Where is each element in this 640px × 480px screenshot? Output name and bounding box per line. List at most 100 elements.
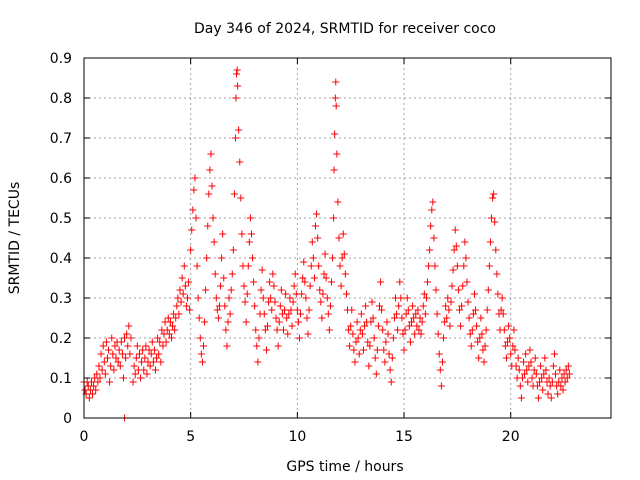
data-point (110, 366, 118, 374)
data-point (470, 290, 478, 298)
data-point (142, 342, 150, 350)
data-point (331, 94, 339, 102)
data-point (502, 354, 510, 362)
data-point (442, 302, 450, 310)
data-point (347, 322, 355, 330)
data-point (242, 318, 250, 326)
data-point (210, 238, 218, 246)
data-point (238, 230, 246, 238)
data-point (357, 310, 365, 318)
data-point (324, 310, 332, 318)
data-point (352, 338, 360, 346)
data-point (440, 334, 448, 342)
data-point (437, 382, 445, 390)
data-point (206, 166, 214, 174)
x-axis-label: GPS time / hours (286, 459, 403, 475)
data-point (366, 342, 374, 350)
y-axis-label: SRMTID / TECUs (7, 182, 23, 295)
data-point (262, 346, 270, 354)
data-point (213, 306, 221, 314)
data-point (473, 322, 481, 330)
data-point (317, 298, 325, 306)
data-point (141, 354, 149, 362)
data-point (231, 134, 239, 142)
data-point (261, 326, 269, 334)
data-point (360, 346, 368, 354)
data-point (318, 314, 326, 322)
y-tick-label: 0.4 (50, 251, 72, 267)
data-point (194, 294, 202, 302)
data-point (411, 330, 419, 338)
data-point (333, 150, 341, 158)
data-point (418, 318, 426, 326)
data-point (430, 234, 438, 242)
data-point (118, 350, 126, 358)
grid-layer (84, 58, 611, 418)
data-point (156, 338, 164, 346)
x-tick-label: 15 (395, 429, 413, 445)
data-point (451, 226, 459, 234)
data-point (342, 290, 350, 298)
data-point (130, 362, 138, 370)
data-point (89, 390, 97, 398)
data-point (147, 350, 155, 358)
data-point (124, 342, 132, 350)
data-point (115, 346, 123, 354)
data-point (313, 210, 321, 218)
data-point (464, 298, 472, 306)
data-point (325, 326, 333, 334)
data-point (520, 358, 528, 366)
data-point (164, 314, 172, 322)
data-point (521, 370, 529, 378)
data-point (436, 366, 444, 374)
data-point (334, 198, 342, 206)
data-point (234, 82, 242, 90)
data-point (177, 298, 185, 306)
data-point (217, 282, 225, 290)
data-point (146, 362, 154, 370)
data-point (452, 242, 460, 250)
data-point (230, 190, 238, 198)
data-point (351, 358, 359, 366)
data-point (434, 330, 442, 338)
data-point (211, 270, 219, 278)
data-point (404, 306, 412, 314)
data-point (492, 246, 500, 254)
data-point (252, 326, 260, 334)
data-point (377, 278, 385, 286)
data-point (450, 246, 458, 254)
data-point (416, 314, 424, 322)
data-point (467, 342, 475, 350)
data-point (275, 318, 283, 326)
data-point (421, 310, 429, 318)
data-point (369, 314, 377, 322)
data-point (205, 190, 213, 198)
data-point (330, 166, 338, 174)
data-point (457, 322, 465, 330)
data-point (327, 278, 335, 286)
data-point (270, 282, 278, 290)
data-point (155, 350, 163, 358)
data-point (501, 342, 509, 350)
data-point (90, 382, 98, 390)
data-point (389, 334, 397, 342)
data-point (263, 322, 271, 330)
data-point (98, 366, 106, 374)
data-point (362, 302, 370, 310)
data-point (207, 150, 215, 158)
data-point (251, 302, 259, 310)
data-point (484, 286, 492, 294)
data-point (278, 310, 286, 318)
data-point (386, 366, 394, 374)
data-point (190, 186, 198, 194)
data-point (433, 310, 441, 318)
data-point (483, 306, 491, 314)
data-point (277, 286, 285, 294)
data-point (241, 298, 249, 306)
data-point (526, 346, 534, 354)
data-point (302, 294, 310, 302)
data-point (368, 298, 376, 306)
data-point (364, 338, 372, 346)
data-point (412, 310, 420, 318)
data-point (337, 282, 345, 290)
